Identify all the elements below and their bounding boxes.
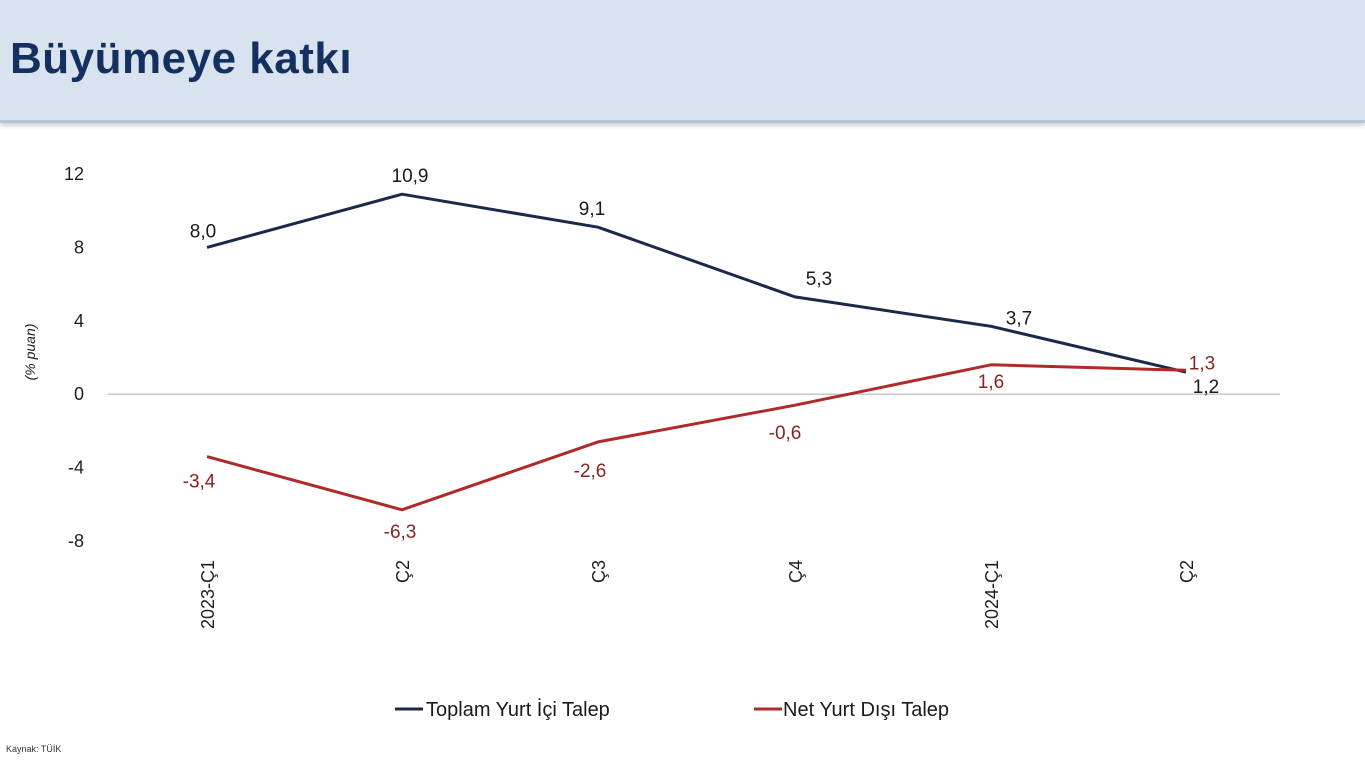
x-category-label: 2024-Ç1 xyxy=(982,560,1002,629)
data-labels: 8,0 10,9 9,1 5,3 3,7 1,2 -3,4 -6,3 -2,6 -0,6 1,6 1,… xyxy=(183,166,1220,543)
data-label-external: -6,3 xyxy=(384,522,417,543)
data-label-external: -0,6 xyxy=(769,423,802,444)
data-label-domestic: 10,9 xyxy=(392,166,429,187)
data-label-external: -3,4 xyxy=(183,472,216,493)
y-axis-label: (% puan) xyxy=(22,324,38,381)
x-category-label: Ç2 xyxy=(1177,560,1197,583)
source-note: Kaynak: TÜİK xyxy=(6,744,62,754)
legend-label: Toplam Yurt İçi Talep xyxy=(426,698,610,721)
series-line-1 xyxy=(206,363,1187,512)
legend: Toplam Yurt İçi Talep Net Yurt Dışı Talep xyxy=(395,698,949,721)
data-label-domestic: 1,2 xyxy=(1193,377,1219,398)
x-category-label: Ç4 xyxy=(786,560,806,583)
series-line-0 xyxy=(206,192,1187,374)
x-category-label: Ç3 xyxy=(589,560,609,583)
x-axis-categories: 2023-Ç1 Ç2 Ç3 Ç4 2024-Ç1 Ç2 xyxy=(198,560,1197,629)
title-banner: Büyümeye katkı xyxy=(0,0,1365,123)
data-label-domestic: 5,3 xyxy=(806,269,832,290)
y-tick-label: -4 xyxy=(68,458,84,478)
data-label-domestic: 8,0 xyxy=(190,221,216,242)
legend-label: Net Yurt Dışı Talep xyxy=(783,699,949,721)
data-label-domestic: 9,1 xyxy=(579,199,605,220)
y-tick-label: 12 xyxy=(64,164,84,184)
y-tick-label: 0 xyxy=(74,384,84,404)
x-category-label: 2023-Ç1 xyxy=(198,560,218,629)
y-axis-ticks: 12 8 4 0 -4 -8 xyxy=(64,164,84,551)
data-label-domestic: 3,7 xyxy=(1006,308,1032,329)
x-category-label: Ç2 xyxy=(393,560,413,583)
y-tick-label: 4 xyxy=(74,311,84,331)
data-label-external: 1,3 xyxy=(1189,353,1215,374)
page-title: Büyümeye katkı xyxy=(10,34,353,83)
y-tick-label: -8 xyxy=(68,531,84,551)
data-label-external: -2,6 xyxy=(574,461,607,482)
series-lines xyxy=(206,192,1187,512)
data-label-external: 1,6 xyxy=(978,372,1004,393)
y-tick-label: 8 xyxy=(74,237,84,257)
